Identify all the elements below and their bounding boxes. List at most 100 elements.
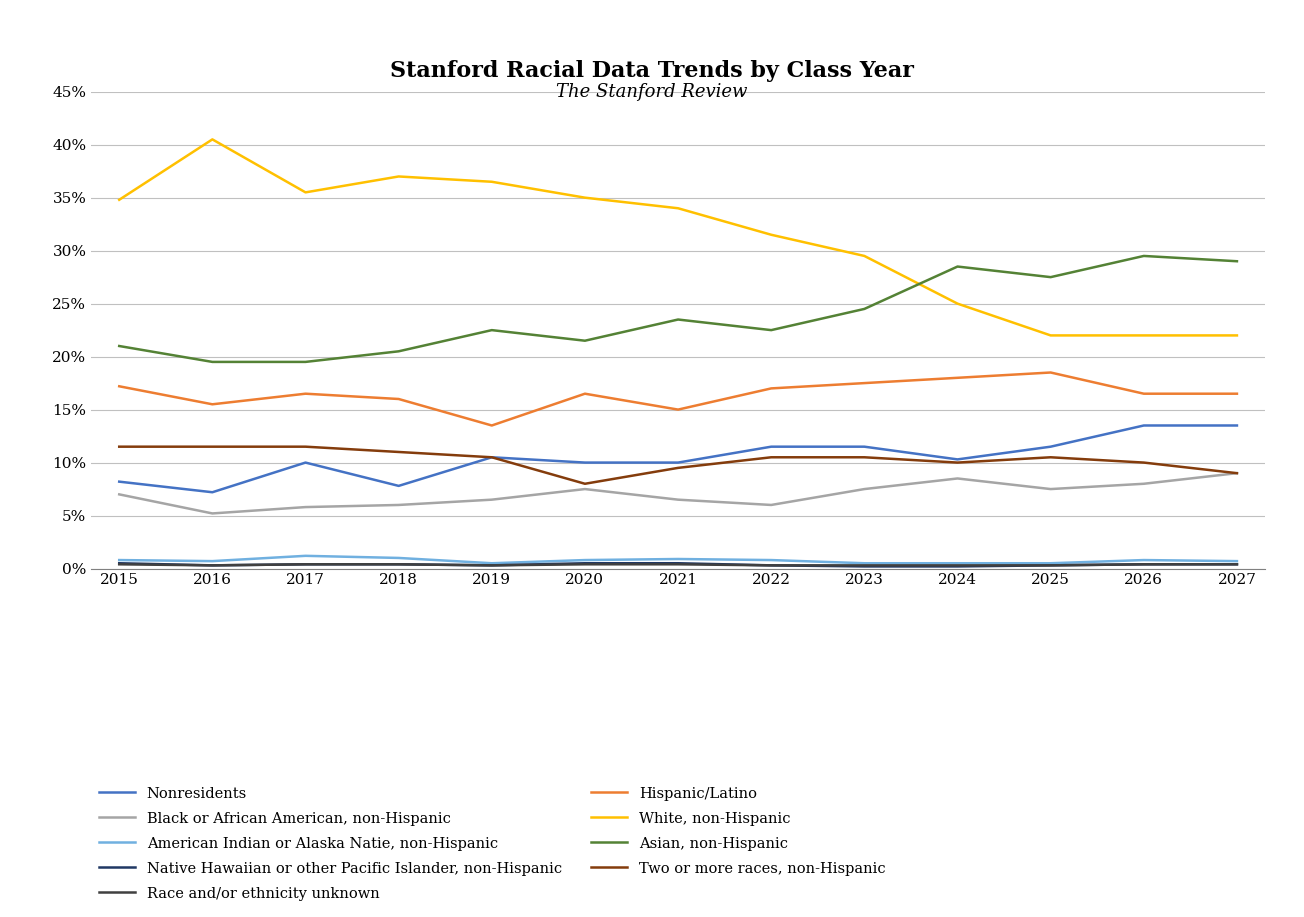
Race and/or ethnicity unknown [578, 558, 593, 569]
Native Hawaiian or other Pacific Islander, non-Hispanic [578, 558, 593, 569]
American Indian or Alaska Natie, non-Hispanic [949, 558, 965, 569]
Race and/or ethnicity unknown [1136, 558, 1151, 569]
Hispanic/Latino [484, 420, 499, 431]
Two or more races, non-Hispanic [1136, 457, 1151, 468]
Asian, non-Hispanic [670, 314, 686, 325]
Native Hawaiian or other Pacific Islander, non-Hispanic [670, 558, 686, 569]
Two or more races, non-Hispanic [1230, 468, 1245, 479]
Native Hawaiian or other Pacific Islander, non-Hispanic [1136, 558, 1151, 569]
Two or more races, non-Hispanic [670, 462, 686, 473]
White, non-Hispanic [484, 176, 499, 187]
White, non-Hispanic [205, 134, 220, 145]
Asian, non-Hispanic [205, 357, 220, 368]
Hispanic/Latino [763, 383, 778, 394]
American Indian or Alaska Natie, non-Hispanic [670, 554, 686, 565]
Hispanic/Latino [1136, 388, 1151, 399]
Race and/or ethnicity unknown [484, 560, 499, 571]
Native Hawaiian or other Pacific Islander, non-Hispanic [949, 561, 965, 572]
Black or African American, non-Hispanic [1043, 483, 1059, 494]
Two or more races, non-Hispanic [111, 441, 126, 452]
White, non-Hispanic [1136, 330, 1151, 341]
Race and/or ethnicity unknown [763, 560, 778, 571]
Black or African American, non-Hispanic [1136, 479, 1151, 490]
Legend: Nonresidents, Black or African American, non-Hispanic, American Indian or Alaska: Nonresidents, Black or African American,… [99, 787, 885, 900]
Asian, non-Hispanic [578, 336, 593, 347]
Black or African American, non-Hispanic [1230, 468, 1245, 479]
Black or African American, non-Hispanic [763, 500, 778, 511]
White, non-Hispanic [297, 187, 313, 198]
Two or more races, non-Hispanic [857, 452, 872, 463]
Two or more races, non-Hispanic [205, 441, 220, 452]
Two or more races, non-Hispanic [1043, 452, 1059, 463]
Asian, non-Hispanic [111, 340, 126, 351]
Black or African American, non-Hispanic [111, 489, 126, 500]
Native Hawaiian or other Pacific Islander, non-Hispanic [297, 558, 313, 569]
Black or African American, non-Hispanic [670, 494, 686, 505]
Text: The Stanford Review: The Stanford Review [557, 83, 747, 101]
Native Hawaiian or other Pacific Islander, non-Hispanic [111, 558, 126, 569]
Hispanic/Latino [391, 393, 407, 404]
Asian, non-Hispanic [484, 325, 499, 336]
Nonresidents [949, 454, 965, 465]
Black or African American, non-Hispanic [857, 483, 872, 494]
Two or more races, non-Hispanic [297, 441, 313, 452]
White, non-Hispanic [578, 193, 593, 204]
Native Hawaiian or other Pacific Islander, non-Hispanic [1230, 558, 1245, 569]
Nonresidents [763, 441, 778, 452]
Asian, non-Hispanic [297, 357, 313, 368]
American Indian or Alaska Natie, non-Hispanic [763, 555, 778, 566]
Black or African American, non-Hispanic [297, 502, 313, 513]
Black or African American, non-Hispanic [578, 483, 593, 494]
White, non-Hispanic [670, 203, 686, 214]
Black or African American, non-Hispanic [205, 508, 220, 519]
Native Hawaiian or other Pacific Islander, non-Hispanic [391, 558, 407, 569]
Race and/or ethnicity unknown [205, 560, 220, 571]
White, non-Hispanic [1043, 330, 1059, 341]
Black or African American, non-Hispanic [484, 494, 499, 505]
Hispanic/Latino [111, 381, 126, 392]
Hispanic/Latino [205, 399, 220, 410]
Hispanic/Latino [1230, 388, 1245, 399]
Nonresidents [297, 457, 313, 468]
Nonresidents [205, 487, 220, 498]
Native Hawaiian or other Pacific Islander, non-Hispanic [484, 560, 499, 571]
Nonresidents [670, 457, 686, 468]
Race and/or ethnicity unknown [670, 558, 686, 569]
American Indian or Alaska Natie, non-Hispanic [1043, 558, 1059, 569]
Line: Hispanic/Latino: Hispanic/Latino [119, 372, 1237, 425]
Nonresidents [1043, 441, 1059, 452]
White, non-Hispanic [949, 298, 965, 309]
Race and/or ethnicity unknown [949, 560, 965, 571]
Hispanic/Latino [297, 388, 313, 399]
Asian, non-Hispanic [1136, 250, 1151, 261]
American Indian or Alaska Natie, non-Hispanic [205, 556, 220, 567]
Black or African American, non-Hispanic [949, 473, 965, 484]
Two or more races, non-Hispanic [391, 447, 407, 458]
White, non-Hispanic [1230, 330, 1245, 341]
Line: Native Hawaiian or other Pacific Islander, non-Hispanic: Native Hawaiian or other Pacific Islande… [119, 563, 1237, 567]
Line: Race and/or ethnicity unknown: Race and/or ethnicity unknown [119, 564, 1237, 566]
Native Hawaiian or other Pacific Islander, non-Hispanic [1043, 560, 1059, 571]
American Indian or Alaska Natie, non-Hispanic [1230, 556, 1245, 567]
Nonresidents [484, 452, 499, 463]
Race and/or ethnicity unknown [1043, 560, 1059, 571]
Line: Asian, non-Hispanic: Asian, non-Hispanic [119, 256, 1237, 362]
Black or African American, non-Hispanic [391, 500, 407, 511]
American Indian or Alaska Natie, non-Hispanic [1136, 555, 1151, 566]
Native Hawaiian or other Pacific Islander, non-Hispanic [857, 561, 872, 572]
Native Hawaiian or other Pacific Islander, non-Hispanic [205, 560, 220, 571]
White, non-Hispanic [391, 171, 407, 182]
Two or more races, non-Hispanic [484, 452, 499, 463]
Hispanic/Latino [578, 388, 593, 399]
Race and/or ethnicity unknown [857, 560, 872, 571]
Two or more races, non-Hispanic [949, 457, 965, 468]
Asian, non-Hispanic [1230, 256, 1245, 267]
Asian, non-Hispanic [949, 261, 965, 272]
Text: Stanford Racial Data Trends by Class Year: Stanford Racial Data Trends by Class Yea… [390, 60, 914, 82]
American Indian or Alaska Natie, non-Hispanic [578, 555, 593, 566]
White, non-Hispanic [111, 194, 126, 205]
Hispanic/Latino [670, 404, 686, 415]
Line: American Indian or Alaska Natie, non-Hispanic: American Indian or Alaska Natie, non-His… [119, 556, 1237, 563]
Asian, non-Hispanic [763, 325, 778, 336]
American Indian or Alaska Natie, non-Hispanic [484, 558, 499, 569]
